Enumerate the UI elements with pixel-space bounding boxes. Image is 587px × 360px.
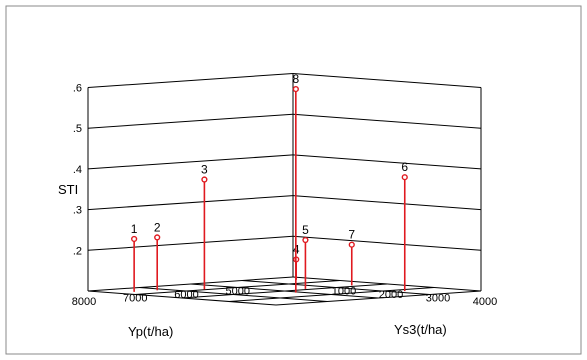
z-tick-label: .6	[73, 83, 82, 95]
wall-gridline	[87, 235, 294, 251]
y-tick-label: 2000	[379, 289, 403, 301]
data-marker	[302, 236, 309, 244]
wall-gridline	[292, 73, 482, 88]
x-tick-label: 5000	[226, 286, 250, 298]
floor-gridline	[87, 276, 294, 292]
z-tick-label: .5	[73, 123, 82, 135]
point-label: 2	[154, 220, 161, 234]
data-marker	[201, 176, 208, 183]
point-label: 6	[401, 160, 408, 174]
x-tick-label: 6000	[174, 289, 198, 301]
z-tick-label: .4	[73, 164, 82, 176]
data-marker	[154, 234, 161, 241]
wall-gridline	[87, 73, 294, 88]
data-marker	[401, 174, 408, 181]
z-tick-label: .2	[73, 245, 82, 257]
point-label: 8	[292, 72, 299, 86]
point-label: 1	[131, 222, 138, 236]
point-label: 7	[348, 228, 355, 242]
wall-gridline	[87, 113, 294, 129]
z-tick-label: .3	[73, 205, 82, 217]
tick-labels: .2 .3 .4 .5 .6 8000 7000 6000 5000 1000 2000 3000 40…	[72, 83, 497, 309]
data-marker	[292, 85, 299, 93]
data-marker	[348, 241, 355, 248]
wall-gridline	[292, 235, 482, 251]
y-tick-label: 4000	[473, 296, 497, 308]
point-label: 3	[201, 163, 208, 177]
data-points: 12345678	[131, 72, 408, 293]
floor-gridline	[228, 287, 435, 302]
data-marker	[131, 235, 138, 243]
y-tick-label: 1000	[332, 286, 356, 298]
floor-gridline	[181, 283, 388, 299]
z-axis-label: STI	[58, 182, 78, 197]
wall-gridline	[292, 195, 482, 211]
y-axis-label: Ys3(t/ha)	[394, 322, 447, 337]
wall-gridline	[87, 195, 294, 211]
floor-gridline	[275, 290, 482, 306]
wall-gridline	[292, 113, 482, 129]
y-tick-label: 3000	[426, 293, 450, 305]
point-label: 5	[302, 223, 309, 237]
grid	[87, 73, 482, 306]
wall-gridline	[87, 154, 294, 170]
x-tick-label: 8000	[72, 296, 96, 308]
x-axis-label: Yp(t/ha)	[128, 324, 173, 339]
wall-gridline	[292, 154, 482, 170]
x-tick-label: 7000	[123, 293, 147, 305]
